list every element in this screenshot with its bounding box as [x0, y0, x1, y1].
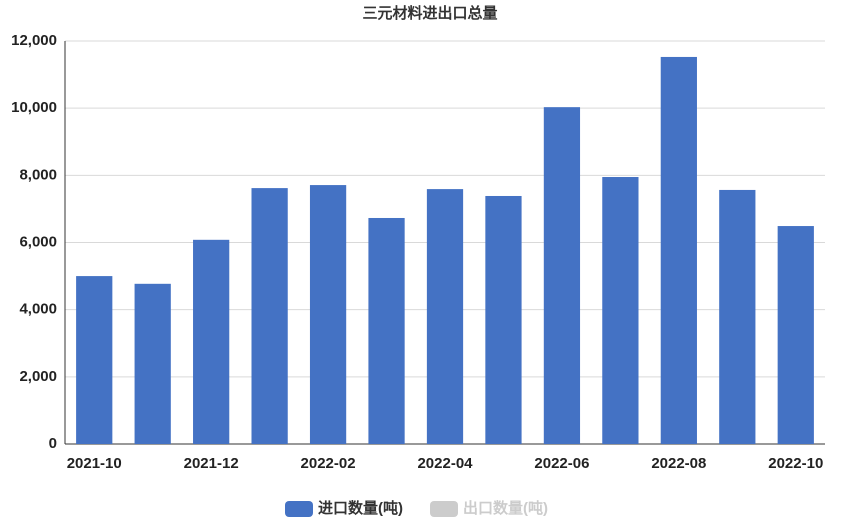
bar	[368, 217, 405, 444]
y-tick-label: 8,000	[19, 166, 57, 183]
y-tick-label: 2,000	[19, 368, 57, 385]
legend-label: 进口数量(吨)	[318, 499, 403, 517]
x-tick-label: 2022-08	[651, 455, 706, 472]
y-tick-label: 4,000	[19, 301, 57, 318]
bar	[660, 56, 697, 444]
y-tick-label: 12,000	[11, 32, 57, 49]
bar	[251, 188, 288, 444]
y-tick-label: 0	[49, 435, 57, 452]
x-tick-label: 2022-04	[417, 455, 473, 472]
legend-label: 出口数量(吨)	[463, 499, 548, 517]
bar	[426, 189, 464, 444]
bar	[134, 283, 171, 444]
legend-swatch	[285, 501, 313, 517]
x-tick-label: 2022-06	[534, 455, 589, 472]
bar	[193, 239, 230, 444]
bar	[543, 107, 581, 444]
bar	[777, 226, 814, 444]
chart-title: 三元材料进出口总量	[362, 4, 497, 22]
legend-swatch	[430, 501, 458, 517]
bar	[309, 185, 347, 444]
bar	[602, 177, 639, 444]
bar	[76, 276, 113, 444]
x-tick-label: 2021-10	[67, 455, 122, 472]
y-tick-label: 6,000	[19, 233, 57, 250]
bar	[719, 189, 756, 444]
x-tick-label: 2022-02	[301, 455, 356, 472]
x-tick-label: 2022-10	[768, 455, 823, 472]
x-tick-label: 2021-12	[184, 455, 239, 472]
y-tick-label: 10,000	[11, 99, 57, 116]
bar	[485, 195, 522, 444]
